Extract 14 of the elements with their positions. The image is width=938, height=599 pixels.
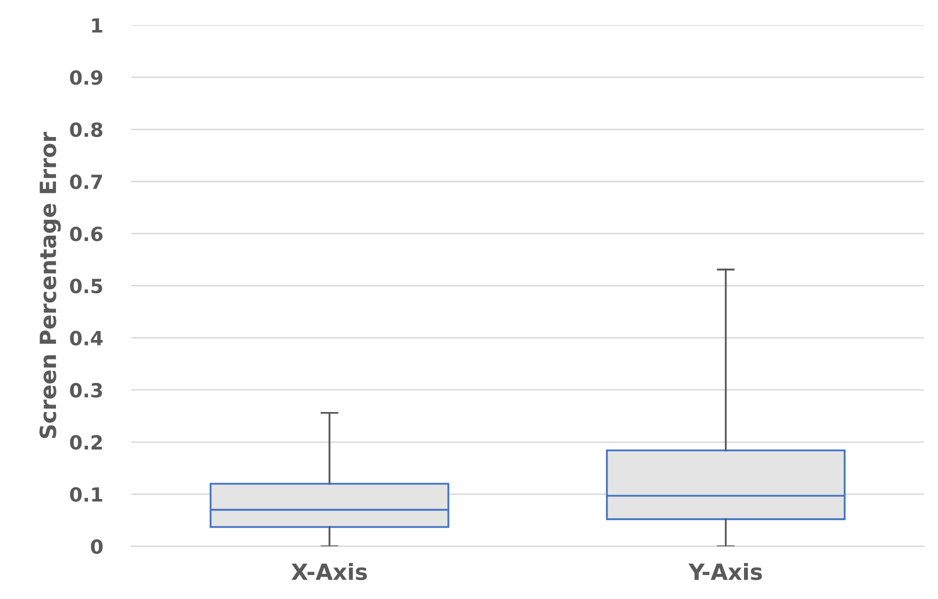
y-tick-label: 0.7 <box>70 174 102 190</box>
y-tick-label: 0.5 <box>70 278 102 294</box>
y-tick-label: 0.9 <box>70 70 102 85</box>
x-tick-label: X-Axis <box>291 562 367 580</box>
y-tick-label: 0.8 <box>70 122 102 138</box>
y-axis-title: Screen Percentage Error <box>39 132 61 438</box>
y-tick-label: 1 <box>92 18 102 33</box>
x-tick-label: Y-Axis <box>688 562 762 580</box>
y-tick-label: 0.4 <box>70 330 103 346</box>
y-tick-label: 0 <box>90 539 103 554</box>
y-tick-label: 0.3 <box>70 382 102 398</box>
y-tick-label: 0.2 <box>70 435 102 450</box>
y-tick-label: 0.6 <box>70 226 102 242</box>
y-tick-label: 0.1 <box>70 487 102 502</box>
